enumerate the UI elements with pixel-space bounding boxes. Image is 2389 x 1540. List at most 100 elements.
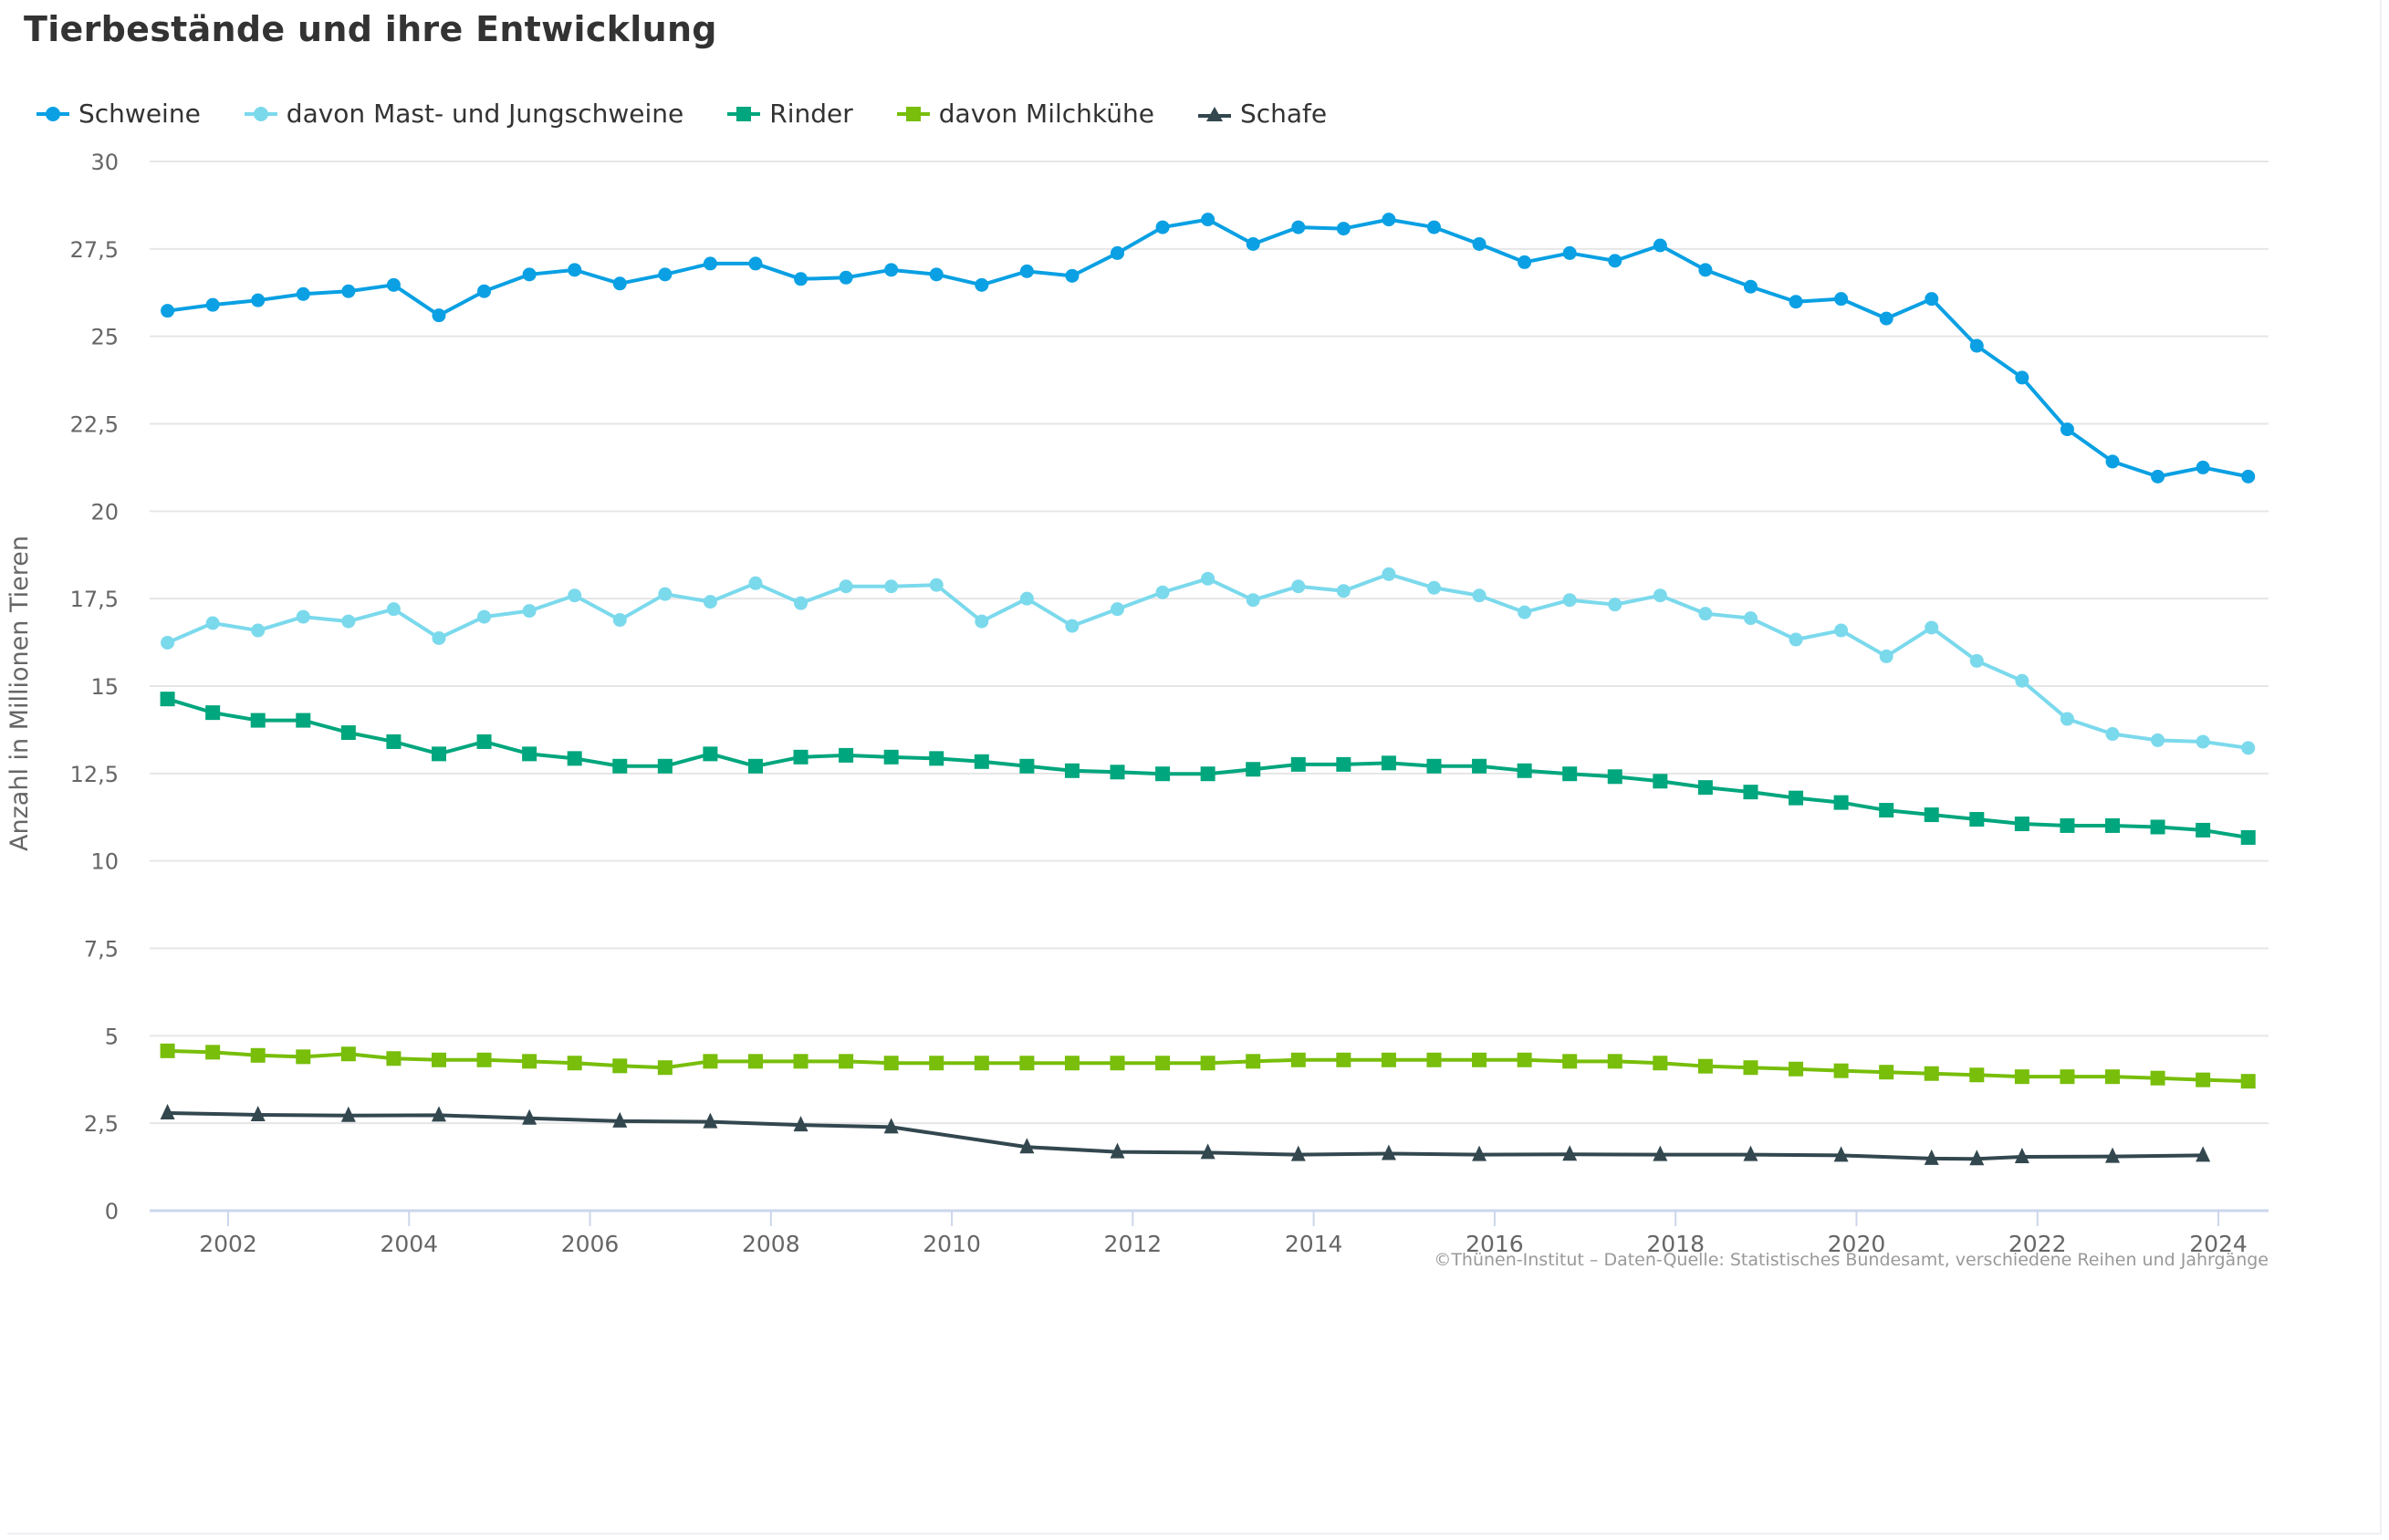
data-point [1336, 584, 1351, 598]
y-tick-label: 25 [90, 325, 119, 350]
data-point [1969, 1150, 1985, 1166]
data-point [1697, 1058, 1713, 1074]
x-tick-label: 2006 [561, 1231, 620, 1257]
data-point [929, 578, 944, 592]
data-point [1608, 598, 1622, 612]
y-tick-label: 17,5 [70, 587, 119, 612]
data-point [1111, 602, 1125, 617]
data-point [1246, 1054, 1261, 1069]
legend-circle-marker-icon [37, 106, 69, 121]
data-point [205, 1045, 221, 1060]
data-point [612, 1111, 628, 1128]
data-point [974, 754, 989, 769]
data-point [1019, 264, 1034, 278]
data-point [340, 724, 356, 740]
data-point [1789, 790, 1804, 806]
data-point [1789, 632, 1803, 647]
x-tick-label: 2002 [199, 1231, 257, 1257]
data-point [1382, 567, 1396, 581]
data-point [1969, 812, 1985, 827]
data-point [522, 746, 537, 762]
data-point [431, 746, 446, 762]
data-point [1110, 1142, 1125, 1159]
data-point [747, 758, 763, 774]
data-point [431, 1106, 446, 1122]
data-point [747, 1054, 763, 1069]
y-tick-label: 27,5 [70, 237, 119, 263]
data-point [1155, 585, 1170, 599]
legend-item-mast-jungschweine[interactable]: davon Mast- und Jungschweine [244, 99, 683, 129]
data-point [1111, 245, 1125, 260]
data-point [1653, 588, 1667, 603]
data-point [567, 1056, 582, 1071]
data-point [1969, 1067, 1985, 1083]
data-point [929, 1056, 944, 1071]
data-point [1246, 236, 1260, 251]
y-tick-label: 20 [90, 499, 119, 525]
x-tick-label: 2024 [2189, 1231, 2248, 1257]
data-point [1518, 605, 1532, 619]
legend-item-schafe[interactable]: Schafe [1197, 99, 1327, 129]
data-point [1019, 591, 1034, 606]
data-point [612, 613, 627, 628]
data-point [1019, 1138, 1035, 1154]
y-tick-label: 5 [105, 1024, 119, 1049]
data-point [431, 1052, 446, 1067]
data-point [2060, 712, 2074, 726]
data-point [2105, 727, 2120, 742]
data-point [1743, 1145, 1758, 1161]
legend-item-milchkuehe[interactable]: davon Milchkühe [896, 99, 1154, 129]
data-point [477, 284, 492, 298]
data-point [1789, 1061, 1804, 1077]
data-point [1924, 807, 1939, 823]
data-point [2105, 454, 2120, 469]
data-point [975, 614, 989, 629]
data-point [703, 595, 717, 609]
legend-item-schweine[interactable]: Schweine [37, 99, 201, 129]
data-point [974, 1056, 989, 1071]
legend: Schweine davon Mast- und Jungschweine Ri… [37, 99, 1371, 129]
data-point [929, 267, 944, 282]
data-point [1065, 619, 1080, 633]
data-point [2105, 1069, 2121, 1085]
data-point [884, 263, 899, 277]
data-point [975, 277, 989, 292]
data-point [1290, 1145, 1306, 1161]
data-point [1653, 238, 1667, 253]
x-tick-label: 2022 [2008, 1231, 2067, 1257]
data-point [883, 1056, 899, 1071]
data-point [1336, 756, 1351, 772]
data-point [1969, 653, 1984, 668]
data-point [341, 284, 356, 298]
data-point [1562, 245, 1577, 260]
data-point [2150, 1070, 2165, 1086]
data-point [296, 713, 311, 728]
data-point [1110, 1056, 1125, 1071]
data-point [612, 1058, 628, 1074]
data-point [794, 596, 809, 610]
data-point [1969, 338, 1984, 353]
data-point [1653, 1145, 1668, 1161]
data-point [1290, 756, 1306, 772]
data-point [1925, 292, 1939, 307]
data-point [476, 1052, 492, 1067]
legend-label: Schweine [78, 99, 201, 129]
x-tick-label: 2016 [1466, 1231, 1524, 1257]
legend-circle-marker-icon [244, 106, 277, 121]
data-point [2196, 822, 2211, 838]
legend-marker [46, 106, 60, 121]
data-point [1155, 766, 1171, 782]
data-point [2151, 733, 2165, 747]
data-point [1743, 611, 1758, 626]
data-point [748, 576, 763, 590]
data-point [1517, 763, 1532, 778]
data-point [1246, 762, 1261, 777]
data-point [839, 270, 853, 285]
data-point [432, 630, 446, 645]
data-point [1562, 1054, 1578, 1069]
legend-label: Rinder [769, 99, 853, 129]
legend-item-rinder[interactable]: Rinder [727, 99, 853, 129]
x-tick-label: 2010 [923, 1231, 981, 1257]
y-tick-label: 15 [90, 674, 119, 700]
data-point [657, 1060, 673, 1076]
